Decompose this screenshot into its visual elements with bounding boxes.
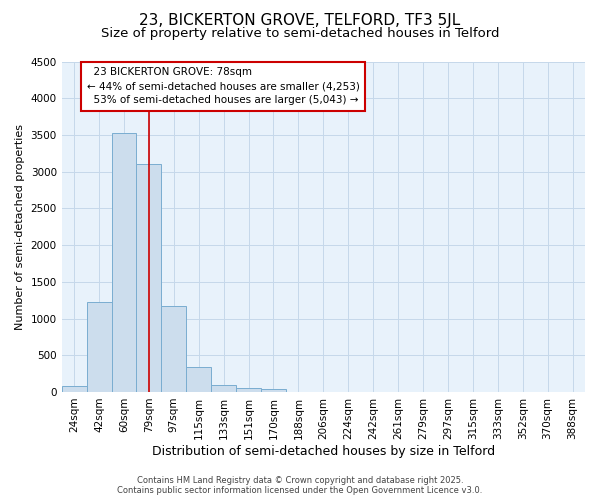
Bar <box>261 390 286 392</box>
Text: Contains HM Land Registry data © Crown copyright and database right 2025.
Contai: Contains HM Land Registry data © Crown c… <box>118 476 482 495</box>
Bar <box>112 134 136 392</box>
Bar <box>161 306 186 392</box>
Text: Size of property relative to semi-detached houses in Telford: Size of property relative to semi-detach… <box>101 28 499 40</box>
Bar <box>236 388 261 392</box>
Text: 23 BICKERTON GROVE: 78sqm
← 44% of semi-detached houses are smaller (4,253)
  53: 23 BICKERTON GROVE: 78sqm ← 44% of semi-… <box>86 68 359 106</box>
Bar <box>136 164 161 392</box>
X-axis label: Distribution of semi-detached houses by size in Telford: Distribution of semi-detached houses by … <box>152 444 495 458</box>
Bar <box>62 386 86 392</box>
Bar <box>86 302 112 392</box>
Bar <box>211 385 236 392</box>
Text: 23, BICKERTON GROVE, TELFORD, TF3 5JL: 23, BICKERTON GROVE, TELFORD, TF3 5JL <box>139 12 461 28</box>
Y-axis label: Number of semi-detached properties: Number of semi-detached properties <box>15 124 25 330</box>
Bar <box>186 367 211 392</box>
